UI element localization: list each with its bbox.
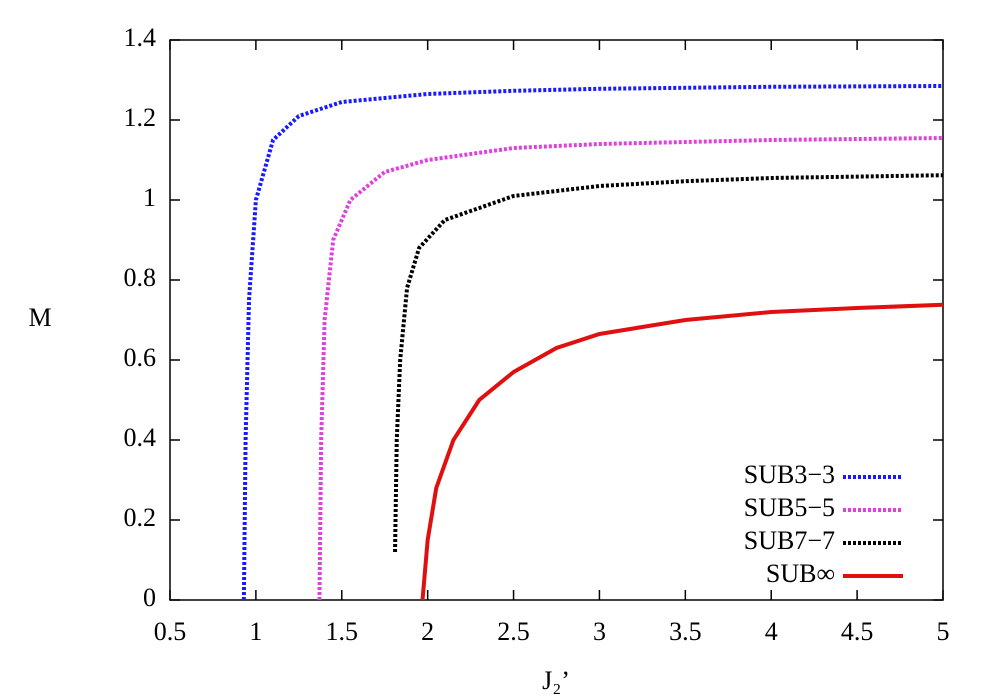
x-tick-label: 0.5 <box>154 617 187 646</box>
series-line <box>241 84 944 601</box>
y-tick-label: 0.2 <box>124 503 157 532</box>
y-tick-label: 0.6 <box>124 343 157 372</box>
x-axis-label: J₂’ <box>542 666 570 695</box>
x-tick-label: 3 <box>593 617 606 646</box>
x-tick-label: 2 <box>421 617 434 646</box>
x-tick-label: 1 <box>249 617 262 646</box>
y-axis-label: M <box>28 303 51 332</box>
y-tick-label: 1 <box>143 183 156 212</box>
y-tick-label: 1.2 <box>124 103 157 132</box>
legend-label: SUB5−5 <box>744 493 835 522</box>
plot-frame <box>169 39 944 601</box>
y-tick-label: 0.8 <box>124 263 157 292</box>
y-tick-label: 1.4 <box>124 23 157 52</box>
x-tick-label: 4 <box>765 617 778 646</box>
x-tick-label: 4.5 <box>841 617 874 646</box>
x-tick-label: 5 <box>937 617 950 646</box>
x-tick-label: 2.5 <box>497 617 530 646</box>
x-tick-label: 1.5 <box>326 617 359 646</box>
legend-label: SUB∞ <box>766 559 835 588</box>
series-line <box>393 173 944 553</box>
legend-label: SUB7−7 <box>744 526 835 555</box>
y-tick-label: 0 <box>143 583 156 612</box>
series-line <box>420 302 944 601</box>
y-tick-label: 0.4 <box>124 423 157 452</box>
series-line <box>317 136 944 601</box>
legend-label: SUB3−3 <box>744 460 835 489</box>
x-tick-label: 3.5 <box>669 617 702 646</box>
